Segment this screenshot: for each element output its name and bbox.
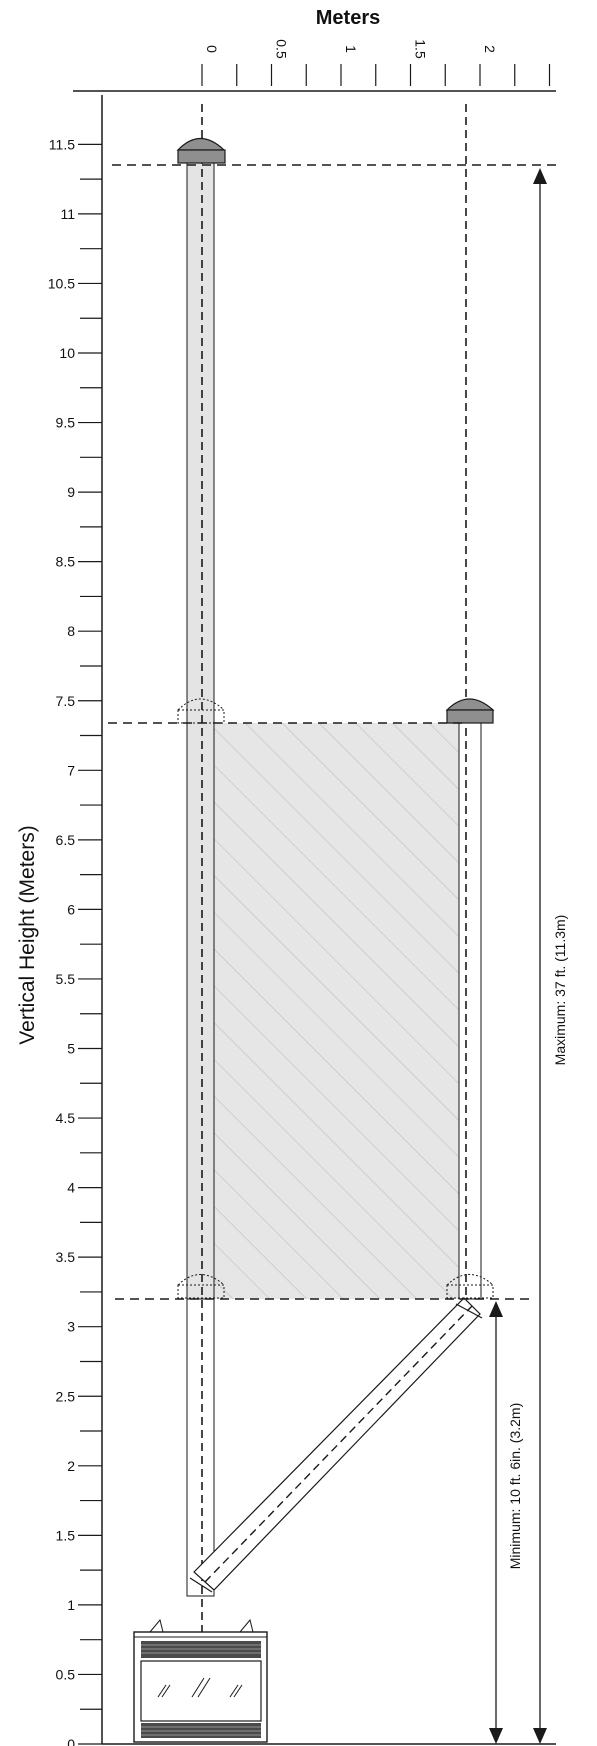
top-axis-tick-label: 1 [343, 45, 359, 53]
left-axis-tick-label: 0 [67, 1736, 75, 1746]
top-axis-title: Meters [316, 7, 380, 29]
left-axis-tick-labels: 00.511.522.533.544.555.566.577.588.599.5… [48, 136, 75, 1746]
top-axis: Meters 0 0.5 1 1.5 2 [73, 7, 556, 91]
left-axis-tick-label: 1 [67, 1597, 75, 1613]
top-axis-tick-labels: 0 0.5 1 1.5 2 [204, 39, 498, 59]
left-axis-tick-label: 8.5 [56, 554, 76, 570]
minimum-label: Minimum: 10 ft. 6in. (3.2m) [507, 1403, 523, 1570]
left-axis-tick-label: 7.5 [56, 693, 76, 709]
left-axis-tick-label: 2.5 [56, 1388, 76, 1404]
top-axis-tick-label: 0 [204, 45, 220, 53]
left-axis-tick-label: 9 [67, 484, 75, 500]
top-axis-tick-label: 2 [482, 45, 498, 53]
left-axis-tick-label: 11 [60, 206, 75, 222]
left-axis-tick-label: 3.5 [56, 1249, 76, 1265]
left-axis-tick-label: 9.5 [56, 415, 76, 431]
fireplace-unit [134, 1620, 267, 1742]
left-axis-tick-label: 6.5 [56, 832, 76, 848]
left-axis-tick-label: 1.5 [56, 1527, 76, 1543]
allowed-offset-region-hatch [214, 723, 459, 1299]
top-axis-tick-label: 1.5 [413, 39, 429, 59]
left-axis-ticks [78, 144, 102, 1744]
left-axis-tick-label: 8 [67, 623, 75, 639]
left-axis-tick-label: 5 [67, 1041, 75, 1057]
vent-cap-top [178, 139, 225, 164]
left-axis-tick-label: 4 [67, 1180, 75, 1196]
left-axis-tick-label: 6 [67, 901, 75, 917]
diagonal-vent-pipe [190, 1298, 482, 1592]
vertical-vent-pipe [187, 104, 214, 1632]
left-axis-tick-label: 10.5 [48, 275, 75, 291]
maximum-label: Maximum: 37 ft. (11.3m) [552, 915, 568, 1066]
left-axis-tick-label: 10 [59, 345, 75, 361]
left-axis-tick-label: 7 [67, 762, 75, 778]
vent-cap-offset [447, 699, 493, 723]
top-axis-ticks [202, 64, 550, 86]
left-axis-tick-label: 4.5 [56, 1110, 76, 1126]
minimum-dimension: Minimum: 10 ft. 6in. (3.2m) [489, 1301, 523, 1744]
left-axis-tick-label: 0.5 [56, 1666, 76, 1682]
left-axis-title: Vertical Height (Meters) [16, 825, 39, 1044]
left-axis-tick-label: 11.5 [49, 136, 75, 152]
left-axis-tick-label: 3 [67, 1319, 75, 1335]
left-axis-tick-label: 2 [67, 1458, 75, 1474]
left-axis-tick-label: 5.5 [56, 971, 76, 987]
maximum-dimension: Maximum: 37 ft. (11.3m) [533, 168, 568, 1744]
top-axis-tick-label: 0.5 [274, 39, 290, 59]
